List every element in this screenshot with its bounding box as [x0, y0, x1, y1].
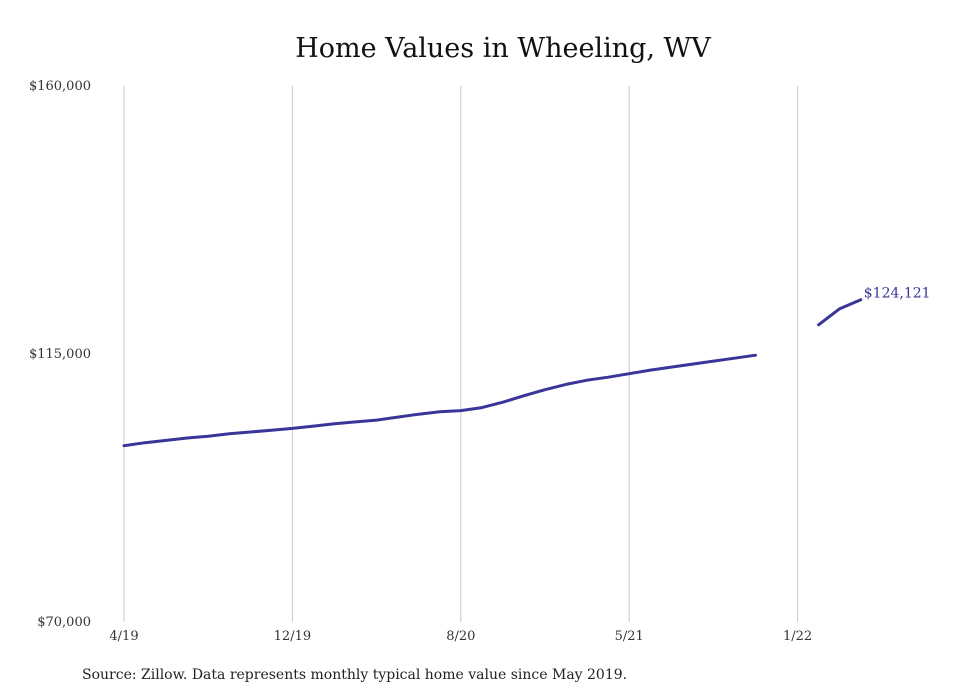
x-tick-label: 8/20: [446, 629, 475, 644]
series-line-segment-1: [817, 298, 863, 327]
series-lines: [122, 298, 863, 448]
y-axis-ticks: $160,000 $115,000 $70,000: [29, 79, 91, 630]
x-tick-label: 12/19: [274, 629, 311, 644]
chart-title: Home Values in Wheeling, WV: [295, 33, 711, 64]
x-axis-ticks: 4/19 12/19 8/20 5/21 1/22: [109, 629, 812, 644]
end-value-label: $124,121: [864, 286, 931, 302]
x-tick-label: 5/21: [615, 629, 644, 644]
x-tick-label: 4/19: [109, 629, 138, 644]
y-tick-label: $160,000: [29, 79, 91, 94]
series-line-segment-0: [122, 353, 757, 448]
vertical-gridlines: [123, 86, 799, 622]
y-tick-label: $70,000: [37, 615, 91, 630]
y-tick-label: $115,000: [29, 347, 91, 362]
x-tick-label: 1/22: [783, 629, 812, 644]
source-note: Source: Zillow. Data represents monthly …: [82, 667, 628, 683]
